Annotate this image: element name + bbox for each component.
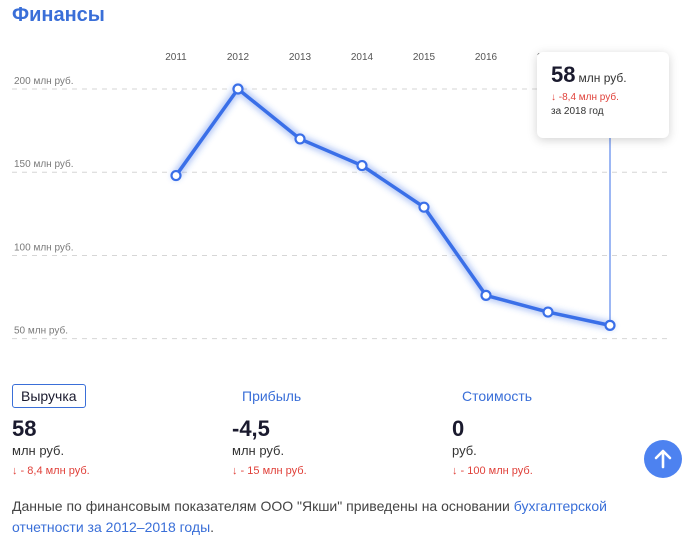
data-point: [294, 133, 306, 145]
y-tick-label: 50 млн руб.: [14, 325, 68, 337]
metric-revenue-delta: ↓ - 8,4 млн руб.: [12, 465, 90, 477]
data-points: [170, 83, 616, 331]
metric-revenue: Выручка 58 млн руб. ↓ - 8,4 млн руб.: [12, 384, 90, 477]
tooltip-unit: млн руб.: [578, 71, 627, 85]
series-line: [174, 87, 612, 328]
footer-text: Данные по финансовым показателям ООО "Як…: [12, 498, 514, 514]
accounting-report-link[interactable]: бухгалтерской отчетности за 2012–2018 го…: [12, 498, 607, 535]
data-point: [480, 289, 492, 301]
tooltip-delta: ↓ -8,4 млн руб.: [551, 92, 619, 103]
x-tick-label: 2012: [227, 52, 250, 63]
tooltip-value: 58: [551, 62, 576, 87]
y-tick-label: 100 млн руб.: [14, 241, 74, 253]
tab-revenue[interactable]: Выручка: [12, 384, 86, 408]
metric-value-delta: ↓ - 100 млн руб.: [452, 465, 533, 477]
data-point: [170, 169, 182, 182]
data-point: [356, 159, 368, 172]
metric-profit: Прибыль -4,5 млн руб. ↓ - 15 млн руб.: [232, 384, 310, 477]
scroll-up-button[interactable]: [644, 440, 682, 478]
section-title: Финансы: [12, 4, 105, 26]
tab-value[interactable]: Стоимость: [462, 388, 533, 404]
y-tick-label: 150 млн руб.: [14, 158, 74, 170]
x-tick-label: 2011: [165, 52, 187, 63]
data-point: [232, 83, 244, 95]
metric-profit-delta: ↓ - 15 млн руб.: [232, 465, 307, 477]
metric-revenue-value: 58: [12, 416, 37, 441]
revenue-line-chart: 200 млн руб. 150 млн руб. 100 млн руб. 50 м…: [12, 52, 668, 340]
metric-profit-unit: млн руб.: [232, 443, 285, 458]
footer-note: Данные по финансовым показателям ООО "Як…: [12, 496, 662, 538]
metric-value: Стоимость 0 руб. ↓ - 100 млн руб.: [452, 384, 541, 477]
data-point: [604, 319, 616, 331]
metric-revenue-unit: млн руб.: [12, 443, 65, 458]
x-tick-label: 2014: [351, 52, 374, 63]
value-tooltip: 58 млн руб. ↓ -8,4 млн руб. за 2018 год: [537, 52, 669, 138]
tooltip-period: за 2018 год: [551, 106, 604, 117]
x-tick-label: 2016: [475, 52, 498, 63]
arrow-up-icon: [654, 449, 672, 469]
x-tick-label: 2015: [413, 52, 436, 63]
x-tick-label: 2013: [289, 52, 312, 63]
y-axis-ticks: 200 млн руб. 150 млн руб. 100 млн руб. 50 м…: [14, 75, 74, 337]
metric-value-value: 0: [452, 416, 465, 441]
metric-value-unit: руб.: [452, 443, 477, 458]
y-tick-label: 200 млн руб.: [14, 75, 74, 87]
data-point: [542, 306, 554, 318]
data-point: [418, 201, 430, 213]
metric-profit-value: -4,5: [232, 416, 270, 441]
tab-profit[interactable]: Прибыль: [242, 388, 302, 404]
footer-end: .: [210, 519, 215, 535]
